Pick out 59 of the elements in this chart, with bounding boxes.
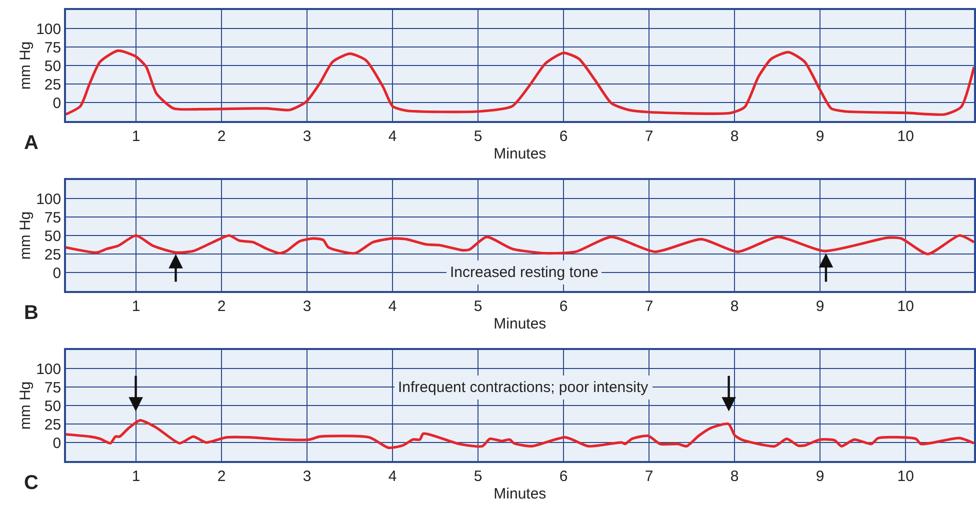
x-tick-label: 8 — [730, 128, 739, 145]
x-tick-label: 9 — [816, 468, 824, 485]
x-tick-label: 7 — [644, 468, 654, 485]
x-tick-label: 3 — [302, 468, 312, 485]
x-tick-label: 4 — [388, 128, 397, 145]
x-tick-label: 2 — [217, 298, 226, 315]
line-series — [66, 419, 974, 449]
x-tick-label: 6 — [559, 298, 568, 315]
y-tick-label: 25 — [44, 416, 62, 434]
x-tick-label: 7 — [644, 298, 654, 315]
x-axis-title: Minutes — [494, 315, 546, 332]
x-tick-label: 5 — [474, 128, 482, 145]
x-tick-label: 10 — [897, 298, 914, 315]
x-axis-title: Minutes — [494, 145, 546, 162]
y-tick-label: 75 — [44, 39, 62, 56]
x-tick-label: 2 — [217, 128, 226, 145]
line-series — [66, 234, 974, 256]
y-tick-label: 25 — [44, 246, 62, 264]
x-tick-label: 6 — [559, 128, 568, 145]
x-tick-label: 5 — [474, 468, 482, 485]
annotation: Infrequent contractions; poor intensity — [398, 379, 649, 396]
y-tick-label: 75 — [44, 209, 62, 226]
text: B — [24, 302, 38, 324]
text: C — [24, 472, 38, 494]
x-tick-label: 8 — [730, 298, 739, 315]
x-tick-label: 1 — [132, 298, 140, 315]
y-axis-title: mm Hg — [16, 41, 34, 90]
y-tick-label: 0 — [52, 94, 62, 112]
x-axis-title: Minutes — [494, 485, 546, 502]
x-tick-label: 1 — [132, 468, 140, 485]
x-tick-label: 6 — [559, 468, 568, 485]
y-tick-label: 50 — [44, 398, 62, 415]
x-tick-label: 1 — [132, 128, 140, 145]
x-tick-label: 3 — [302, 128, 312, 145]
y-tick-label: 100 — [36, 360, 62, 378]
y-tick-label: 25 — [44, 76, 62, 94]
y-tick-label: 50 — [44, 58, 62, 75]
x-tick-label: 8 — [730, 468, 739, 485]
x-tick-label: 3 — [302, 298, 312, 315]
x-tick-label: 10 — [897, 128, 914, 145]
y-axis-title: mm Hg — [16, 381, 34, 430]
y-tick-label: 100 — [36, 20, 62, 38]
y-tick-label: 50 — [44, 228, 62, 245]
line-series — [66, 49, 974, 116]
x-tick-label: 4 — [388, 468, 397, 485]
y-tick-label: 0 — [52, 434, 62, 452]
annotation: Increased resting tone — [450, 264, 598, 281]
text: A — [24, 132, 38, 154]
x-tick-label: 4 — [388, 298, 397, 315]
y-axis-title: mm Hg — [16, 211, 34, 260]
x-tick-label: 10 — [897, 468, 914, 485]
y-tick-label: 75 — [44, 379, 62, 396]
x-tick-label: 9 — [816, 128, 824, 145]
y-tick-label: 0 — [52, 264, 62, 282]
x-tick-label: 7 — [644, 128, 654, 145]
x-tick-label: 9 — [816, 298, 824, 315]
y-tick-label: 100 — [36, 190, 62, 208]
x-tick-label: 2 — [217, 468, 226, 485]
x-tick-label: 5 — [474, 298, 482, 315]
